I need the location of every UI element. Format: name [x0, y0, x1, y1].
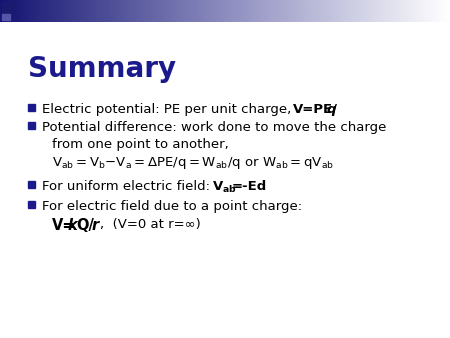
Bar [2, 14, 10, 20]
Bar [28, 103, 35, 111]
Text: Electric potential: PE per unit charge,: Electric potential: PE per unit charge, [42, 103, 296, 116]
Text: V=: V= [52, 218, 76, 233]
Text: Summary: Summary [28, 55, 176, 83]
Text: Potential difference: work done to move the charge: Potential difference: work done to move … [42, 121, 387, 134]
Bar [28, 180, 35, 188]
Text: k: k [68, 218, 78, 233]
Text: r: r [92, 218, 99, 233]
Text: q: q [327, 103, 337, 116]
Bar [2, 2, 14, 14]
Text: V=PE/: V=PE/ [293, 103, 338, 116]
Text: =-Ed: =-Ed [232, 180, 267, 193]
Text: $\mathsf{V_{ab}{=}V_b{-}V_a{=}\Delta PE/q{=}W_{ab}/q}$$\mathsf{\ or\ W_{ab}{=}qV: $\mathsf{V_{ab}{=}V_b{-}V_a{=}\Delta PE/… [52, 155, 334, 171]
Text: ,  (V=0 at r=∞): , (V=0 at r=∞) [100, 218, 201, 231]
Text: $\mathbf{V_{ab}}$: $\mathbf{V_{ab}}$ [212, 180, 237, 195]
Text: For electric field due to a point charge:: For electric field due to a point charge… [42, 200, 302, 213]
Bar [28, 200, 35, 208]
Text: Q/: Q/ [76, 218, 94, 233]
Text: For uniform electric field:: For uniform electric field: [42, 180, 214, 193]
Text: from one point to another,: from one point to another, [52, 138, 229, 151]
Bar [28, 121, 35, 128]
